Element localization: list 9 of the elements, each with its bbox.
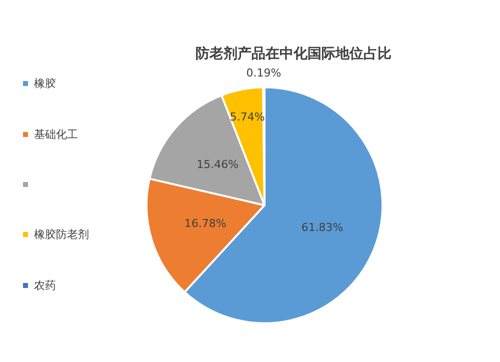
chart-title: 防老剂产品在中化国际地位占比 [196, 45, 392, 62]
data-label: 15.46% [196, 158, 239, 172]
data-label: 0.19% [246, 66, 282, 80]
legend-label: 基础化工 [34, 128, 78, 141]
data-label: 16.78% [184, 217, 226, 230]
data-label: 61.83% [301, 221, 344, 234]
legend-label: 农药 [34, 279, 56, 292]
legend-label: 橡胶防老剂 [34, 228, 89, 241]
legend-label: 橡胶 [34, 77, 56, 90]
